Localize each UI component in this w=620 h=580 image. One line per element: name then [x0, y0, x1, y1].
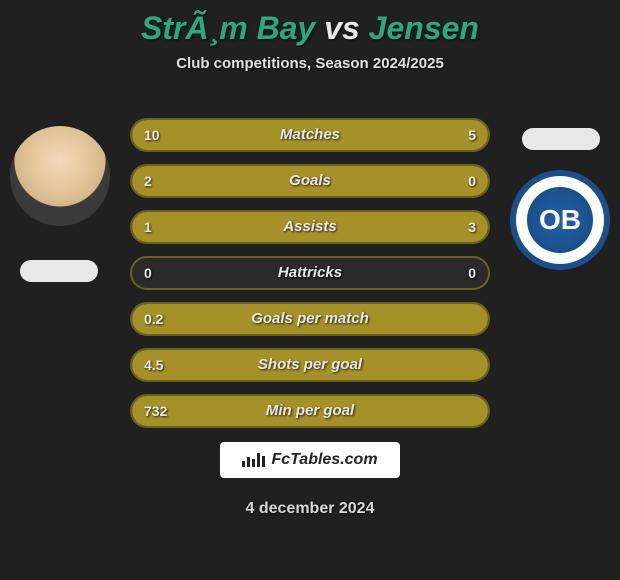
stat-value-left: 10	[144, 120, 160, 150]
stat-value-left: 0	[144, 258, 152, 288]
stat-value-left: 4.5	[144, 350, 163, 380]
stat-row: Hattricks0 0	[130, 256, 490, 290]
logo-text: FcTables.com	[271, 451, 377, 469]
stat-value-right: 0	[468, 166, 476, 196]
vs-text: vs	[324, 10, 360, 46]
stat-label: Min per goal	[132, 396, 488, 426]
player2-name: Jensen	[369, 10, 479, 46]
stat-label: Goals	[132, 166, 488, 196]
stat-value-left: 0.2	[144, 304, 163, 334]
stat-row: Assists1 3	[130, 210, 490, 244]
page-title: StrÃ¸m Bay vs Jensen	[0, 0, 620, 47]
stat-value-right: 3	[468, 212, 476, 242]
stat-label: Goals per match	[132, 304, 488, 334]
stat-row: Goals per match0.2	[130, 302, 490, 336]
stat-row: Shots per goal4.5	[130, 348, 490, 382]
stat-value-right: 0	[468, 258, 476, 288]
stat-label: Hattricks	[132, 258, 488, 288]
stats-container: Matches105Goals20Assists13Hattricks00Goa…	[130, 118, 490, 440]
player2-club-badge: OB	[510, 170, 610, 270]
logo-bars-icon	[242, 453, 265, 467]
subtitle: Club competitions, Season 2024/2025	[0, 55, 620, 72]
stat-row: Matches10 5	[130, 118, 490, 152]
club-badge-text: OB	[527, 187, 593, 253]
stat-row: Min per goal732	[130, 394, 490, 428]
player2-flag	[522, 128, 600, 150]
date-text: 4 december 2024	[0, 500, 620, 518]
stat-label: Assists	[132, 212, 488, 242]
stat-label: Matches	[132, 120, 488, 150]
stat-value-left: 1	[144, 212, 152, 242]
stat-value-left: 2	[144, 166, 152, 196]
stat-value-right: 5	[468, 120, 476, 150]
stat-value-left: 732	[144, 396, 167, 426]
player1-name: StrÃ¸m Bay	[141, 10, 315, 46]
player1-flag	[20, 260, 98, 282]
stat-row: Goals2 0	[130, 164, 490, 198]
player1-avatar	[10, 126, 110, 226]
stat-label: Shots per goal	[132, 350, 488, 380]
fctables-logo: FcTables.com	[220, 442, 400, 478]
